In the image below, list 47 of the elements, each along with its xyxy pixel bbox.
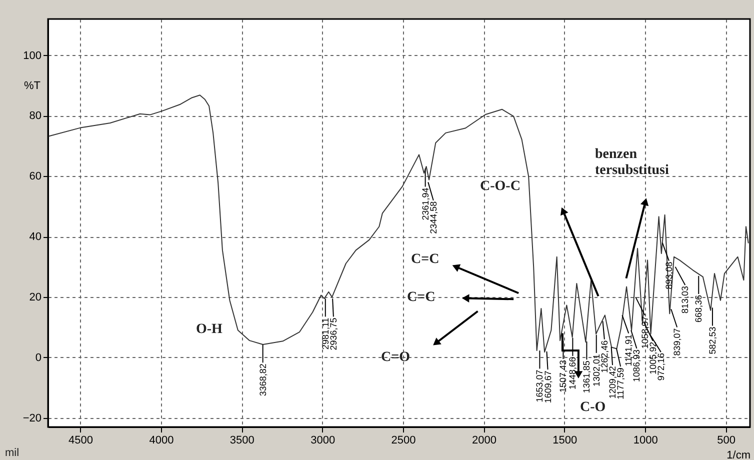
x-tick-label: 1000	[633, 434, 658, 446]
annotation: benzen tersubstitusi	[595, 147, 670, 178]
annotation: 2344,58	[428, 201, 438, 234]
annotation: 1005,92	[648, 342, 658, 374]
annotation: 1209,42	[608, 366, 618, 399]
annotation: C-O-C	[480, 179, 520, 194]
annotation: 1086,93	[632, 349, 642, 382]
y-tick-label: 80	[29, 110, 42, 122]
y-tick-label: 100	[23, 50, 42, 62]
annotation: 813,03	[680, 286, 690, 314]
annotation: 582,53	[707, 326, 718, 354]
annotation: 1058,97	[640, 316, 650, 349]
annotation: 1507,43	[558, 360, 568, 393]
x-tick-label: 4000	[149, 434, 174, 446]
annotation: C=C	[407, 290, 436, 305]
annotation: 668,36	[694, 295, 704, 323]
y-tick-label: 20	[29, 292, 42, 304]
annotation: 3368,82	[258, 364, 268, 396]
x-tick-label: 3500	[230, 434, 254, 446]
y-tick-label: 60	[29, 170, 42, 183]
annotation: 893,08	[664, 262, 674, 290]
annotation: C-O	[580, 400, 606, 415]
annotation: 2981,11	[320, 318, 330, 350]
annotation: O-H	[196, 322, 223, 337]
annotation: C=C	[411, 252, 440, 267]
annotation: 1141,91	[624, 334, 634, 366]
annotation: 839,07	[672, 328, 682, 356]
y-tick-label: 40	[29, 231, 42, 244]
x-tick-label: 500	[717, 434, 736, 446]
annotation: 1609,67	[542, 370, 553, 404]
y-tick-label: 0	[35, 352, 42, 364]
x-tick-label: 3000	[310, 434, 336, 446]
annotation: 1653,07	[534, 370, 545, 402]
annotation: 1302,01	[591, 354, 602, 386]
annotation: C=O	[381, 350, 410, 365]
annotation: 1448,66	[568, 356, 578, 390]
text: mil	[5, 447, 20, 459]
annotation: 1361,85	[582, 360, 592, 394]
y-tick-label: −20	[22, 412, 42, 424]
x-tick-label: 2500	[391, 434, 416, 446]
annotation: 2361,94	[420, 188, 430, 220]
x-axis-title: 1/cm	[726, 450, 750, 460]
x-tick-label: 4500	[68, 434, 94, 446]
annotation: 1177,59	[616, 368, 626, 400]
x-tick-label: 1500	[552, 434, 578, 446]
x-tick-label: 2000	[472, 434, 496, 446]
y-axis-title: %T	[24, 80, 41, 92]
